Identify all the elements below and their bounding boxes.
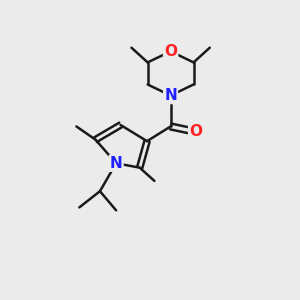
Text: O: O [164,44,177,59]
Text: N: N [110,156,122,171]
Text: N: N [164,88,177,103]
Text: O: O [189,124,202,139]
